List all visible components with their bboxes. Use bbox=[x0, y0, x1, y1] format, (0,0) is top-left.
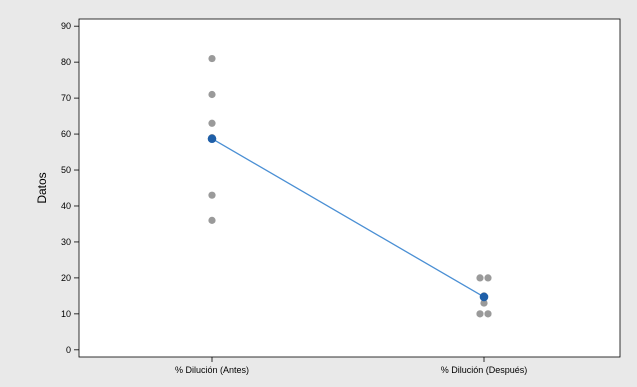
y-tick-label: 60 bbox=[61, 129, 71, 139]
data-point bbox=[208, 119, 216, 127]
y-tick-label: 70 bbox=[61, 93, 71, 103]
data-point bbox=[480, 299, 488, 307]
data-point bbox=[208, 191, 216, 199]
data-point bbox=[208, 90, 216, 99]
x-axis: % Dilución (Antes) % Dilución (Después) bbox=[175, 357, 527, 375]
y-tick-label: 80 bbox=[61, 57, 71, 67]
y-tick-label: 0 bbox=[66, 345, 71, 355]
y-tick-label: 10 bbox=[61, 309, 71, 319]
x-tick-label: % Dilución (Antes) bbox=[175, 365, 249, 375]
mean-marker bbox=[479, 292, 489, 302]
data-point bbox=[484, 310, 492, 318]
y-tick-label: 90 bbox=[61, 21, 71, 31]
y-axis-title: Datos bbox=[35, 172, 49, 203]
mean-line bbox=[211, 138, 485, 298]
y-tick-label: 30 bbox=[61, 237, 71, 247]
data-point bbox=[476, 274, 484, 282]
y-tick-label: 50 bbox=[61, 165, 71, 175]
mean-markers bbox=[207, 134, 489, 302]
data-point bbox=[484, 274, 492, 282]
data-point bbox=[208, 54, 216, 63]
data-point bbox=[208, 216, 216, 224]
y-axis: 0 10 20 30 40 50 60 70 80 90 bbox=[61, 21, 79, 355]
data-point bbox=[476, 310, 484, 318]
mean-marker bbox=[207, 134, 217, 144]
y-tick-label: 40 bbox=[61, 201, 71, 211]
y-tick-label: 20 bbox=[61, 273, 71, 283]
plot-area bbox=[78, 18, 621, 358]
x-tick-label: % Dilución (Después) bbox=[441, 365, 528, 375]
mean-connect-line bbox=[211, 138, 485, 298]
